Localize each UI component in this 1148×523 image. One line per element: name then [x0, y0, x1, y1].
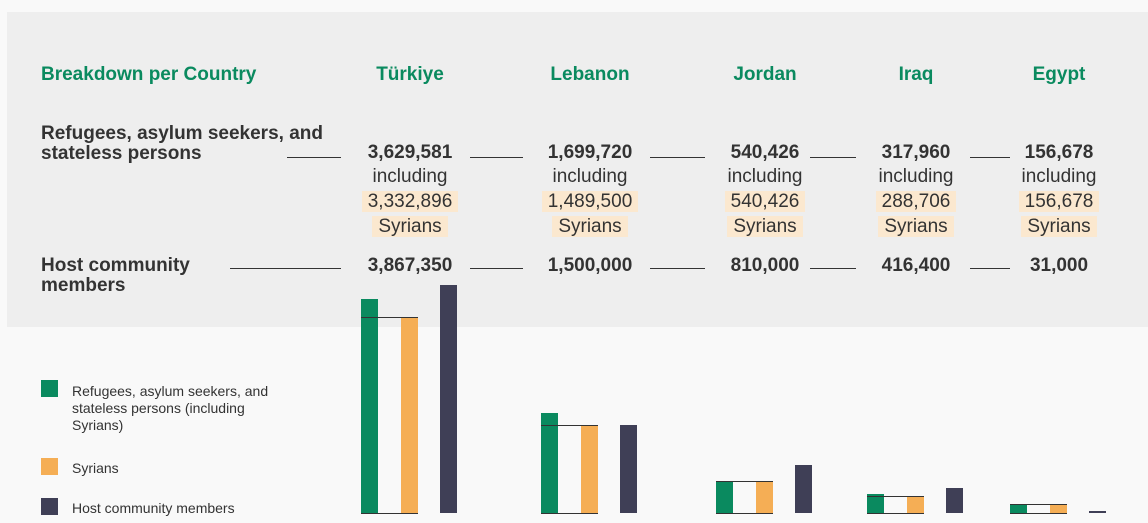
syrians-label: Syrians [552, 216, 628, 237]
including-label: including [372, 166, 448, 187]
value-label: 1,500,000 [547, 255, 633, 276]
syrians-label: Syrians [727, 216, 803, 237]
connector [287, 157, 341, 158]
column-header: Lebanon [550, 64, 630, 85]
value-label: 3,629,581 [367, 142, 453, 163]
bracket-line [361, 316, 418, 318]
table-panel [7, 12, 1148, 327]
column-header: Jordan [733, 64, 797, 85]
syrians-cell: Syrians [515, 214, 665, 239]
bracket-line [867, 495, 924, 497]
bracket-line [716, 481, 773, 483]
syrians-label: Syrians [878, 216, 954, 237]
column-header: Türkiye [376, 64, 444, 85]
bar [361, 299, 378, 513]
table-title: Breakdown per Country [41, 64, 257, 85]
syrians-cell: 540,426 [690, 189, 840, 214]
value-label: 3,867,350 [367, 255, 453, 276]
bar [541, 412, 558, 513]
syrians-cell: 156,678 [984, 189, 1134, 214]
bar [756, 481, 773, 513]
syrians-cell: 3,332,896 [335, 189, 485, 214]
column-header: Egypt [1032, 64, 1086, 85]
syrians-label: Syrians [1021, 216, 1097, 237]
value-label: 416,400 [881, 255, 951, 276]
including-label: including [1021, 166, 1097, 187]
value-label: 156,678 [1018, 191, 1100, 212]
syrians-cell: Syrians [984, 214, 1134, 239]
including-label: including [552, 166, 628, 187]
connector [650, 157, 705, 158]
legend-label: Refugees, asylum seekers, and stateless … [72, 383, 269, 433]
value-label: 540,426 [730, 142, 800, 163]
syrians-cell: Syrians [690, 214, 840, 239]
syrians-cell: Syrians [335, 214, 485, 239]
bar [867, 494, 884, 513]
bracket-line [541, 425, 598, 427]
connector [470, 268, 523, 269]
legend-swatch [41, 498, 58, 515]
legend-label: Syrians [72, 460, 119, 476]
bracket-line [1010, 513, 1067, 514]
including-label: including [878, 166, 954, 187]
legend-swatch [41, 380, 58, 397]
bracket-line [1010, 503, 1067, 505]
bracket-line [541, 513, 598, 514]
value-label: 31,000 [1029, 255, 1089, 276]
bar [946, 488, 963, 513]
bracket-line [716, 513, 773, 514]
value-label: 156,678 [1024, 142, 1094, 163]
bar [1089, 511, 1106, 513]
connector [230, 268, 341, 269]
bar [795, 465, 812, 513]
syrians-cell: 288,706 [841, 189, 991, 214]
connector [810, 268, 856, 269]
legend-swatch [41, 458, 58, 475]
connector [970, 157, 1010, 158]
connector [810, 157, 856, 158]
legend-label: Host community members [72, 500, 235, 516]
syrians-cell: 1,489,500 [515, 189, 665, 214]
bar [1050, 503, 1067, 513]
row-label: Host community members [41, 255, 190, 296]
syrians-cell: Syrians [841, 214, 991, 239]
value-label: 3,332,896 [361, 191, 459, 212]
bar [1010, 503, 1027, 513]
value-label: 288,706 [875, 191, 957, 212]
value-label: 810,000 [730, 255, 800, 276]
syrians-label: Syrians [372, 216, 448, 237]
including-label: including [727, 166, 803, 187]
value-label: 317,960 [881, 142, 951, 163]
connector [470, 157, 523, 158]
bar [907, 495, 924, 513]
column-header: Iraq [898, 64, 934, 85]
row-label: Refugees, asylum seekers, and stateless … [41, 123, 323, 164]
connector [970, 268, 1010, 269]
value-label: 540,426 [724, 191, 806, 212]
connector [650, 268, 705, 269]
bar [581, 425, 598, 513]
value-label: 1,699,720 [547, 142, 633, 163]
bar [716, 481, 733, 513]
bracket-line [867, 513, 924, 514]
value-label: 1,489,500 [541, 191, 639, 212]
bar [440, 285, 457, 513]
bracket-line [361, 513, 418, 514]
bar [401, 316, 418, 513]
bar [620, 424, 637, 513]
